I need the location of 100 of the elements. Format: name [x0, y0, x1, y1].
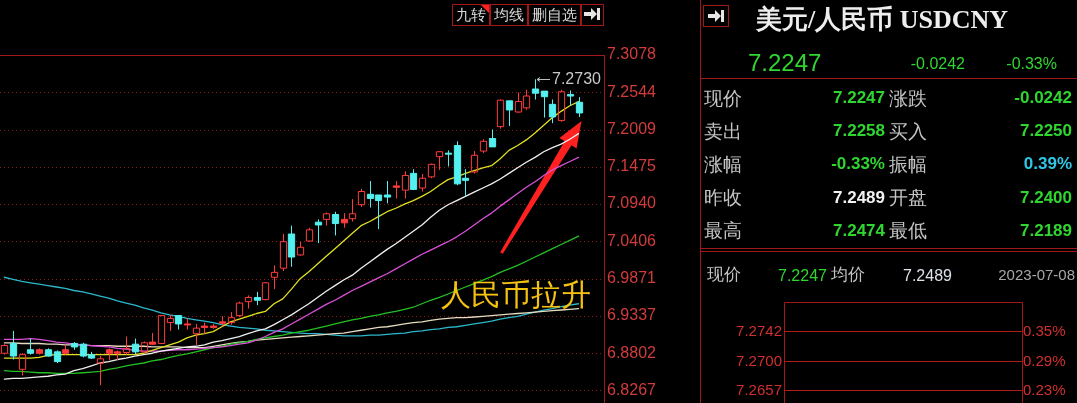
candlestick: [383, 180, 392, 204]
text: 7.2489: [833, 188, 885, 208]
text: 7.2657: [736, 381, 782, 399]
candlestick: [340, 212, 349, 229]
text: 7.2247: [833, 88, 885, 108]
text: 0.35%: [1023, 322, 1066, 340]
text: -0.0242: [1014, 88, 1072, 108]
candlestick: [540, 90, 549, 119]
text: 0.23%: [1023, 381, 1066, 399]
text: 买入: [889, 120, 927, 143]
text: 最低: [889, 219, 927, 242]
text: 昨收: [704, 186, 742, 209]
text: 7.2247: [778, 266, 827, 285]
candlestick: [392, 180, 401, 199]
candlestick: [557, 89, 566, 123]
text: 均线: [494, 6, 524, 23]
text: 7.2258: [833, 121, 885, 141]
candlestick: [35, 347, 44, 356]
y-tick-label: 7.2009: [607, 119, 657, 137]
candlestick: [409, 168, 418, 191]
text: 均价: [831, 265, 865, 285]
candlestick: [70, 341, 79, 351]
text: -0.33%: [831, 154, 885, 174]
text: 振幅: [889, 153, 927, 176]
text: 卖出: [704, 120, 742, 143]
text: 7.2400: [1020, 188, 1072, 208]
candlestick: [209, 323, 218, 330]
candlestick: [244, 294, 253, 310]
candlestick: [470, 150, 479, 174]
candlestick: [26, 338, 35, 356]
y-tick-label: 7.3078: [607, 45, 657, 63]
candlestick: [61, 344, 70, 356]
text: 2023-07-08: [998, 266, 1075, 284]
candlestick: [296, 241, 305, 257]
y-tick-label: 7.2544: [607, 82, 657, 100]
candlestick: [44, 347, 53, 358]
text: 7.2742: [736, 322, 782, 340]
text: 7.2700: [736, 352, 782, 370]
candlestick: [548, 98, 557, 124]
text: -0.0242: [910, 54, 965, 73]
candlestick: [0, 343, 9, 356]
text: 涨幅: [704, 153, 742, 176]
candlestick: [427, 163, 436, 179]
candlestick: [314, 218, 323, 244]
text: 7.2489: [903, 266, 952, 285]
candlestick: [531, 78, 540, 100]
y-tick-label: 6.8267: [607, 380, 657, 398]
candlestick: [183, 317, 192, 331]
candlestick: [348, 198, 357, 222]
text: 开盘: [889, 186, 927, 209]
text: 0.29%: [1023, 352, 1066, 370]
candlestick: [401, 170, 410, 199]
text: 0.39%: [1023, 154, 1072, 174]
text: 现价: [707, 265, 741, 285]
text: 删自选: [532, 6, 577, 23]
candlestick: [331, 211, 340, 236]
candlestick: [131, 338, 140, 356]
candlestick: [157, 314, 166, 345]
text: 九转: [456, 6, 486, 23]
candlestick: [96, 355, 105, 386]
candlestick: [357, 188, 366, 208]
candlestick: [166, 314, 175, 332]
y-tick-label: 6.9337: [607, 306, 657, 324]
candlestick: [488, 128, 497, 148]
candlestick: [53, 349, 62, 364]
text: -0.33%: [1006, 54, 1057, 73]
text: 7.2247: [748, 48, 822, 77]
candlestick: [566, 89, 575, 107]
y-tick-label: 7.0406: [607, 231, 657, 249]
candlestick: [479, 138, 488, 154]
candlestick: [279, 233, 288, 272]
candlestick: [418, 173, 427, 192]
candlestick: [253, 291, 262, 306]
candlestick: [9, 330, 18, 361]
candlestick: [575, 96, 584, 118]
candlestick: [218, 315, 227, 327]
candlestick: [122, 336, 131, 356]
candlestick: [435, 150, 444, 171]
candlestick: [227, 311, 236, 326]
y-tick-label: 6.8802: [607, 343, 657, 361]
y-tick-label: 7.0940: [607, 194, 657, 212]
candlestick: [287, 225, 296, 268]
annotation: 7.2730: [552, 69, 602, 87]
text: 美元/人民币 USDCNY: [756, 4, 1009, 36]
candlestick: [270, 264, 279, 290]
candlestick: [18, 352, 27, 377]
text: 7.2250: [1020, 121, 1072, 141]
y-tick-label: 6.9871: [607, 268, 657, 286]
y-tick-label: 7.1475: [607, 157, 657, 175]
candlestick: [496, 98, 505, 130]
text: 7.2474: [833, 221, 885, 241]
text: 7.2189: [1020, 221, 1072, 241]
candlestick: [261, 281, 270, 301]
candlestick: [322, 211, 331, 227]
text: 最高: [704, 219, 742, 242]
candlestick: [235, 301, 244, 318]
text: 现价: [704, 87, 742, 110]
candlestick: [305, 227, 314, 243]
candlestick: [505, 100, 514, 127]
candlestick: [444, 149, 453, 167]
